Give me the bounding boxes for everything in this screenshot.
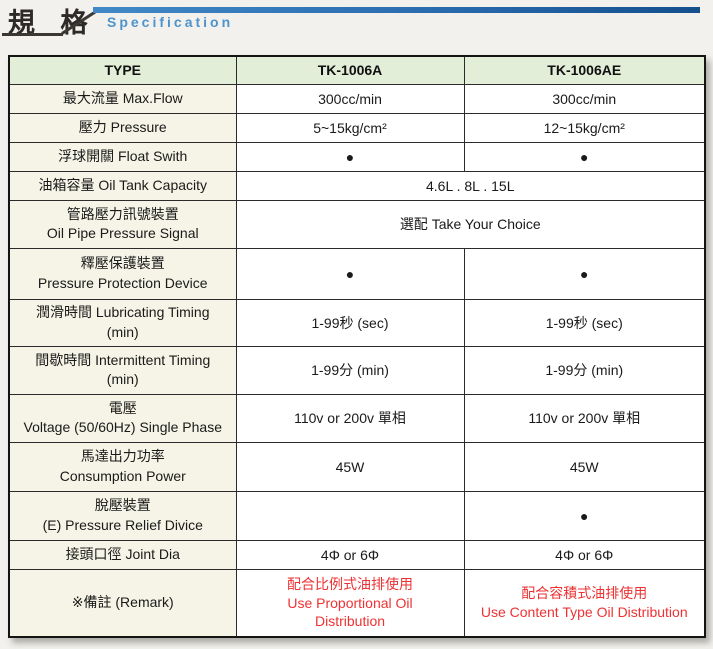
row-label-line1: 釋壓保護裝置 [80,255,165,272]
row-label: 浮球開關 Float Swith [8,141,237,172]
remark-b: 配合容積式油排使用 Use Content Type Oil Distribut… [463,568,706,638]
header-model-b: TK-1006AE [463,55,706,85]
table-row-lubricating-timing: 潤滑時間 Lubricating Timing (min) 1-99秒 (sec… [8,298,706,347]
header-model-a: TK-1006A [235,55,465,85]
row-label-line1: 馬達出力功率 [80,448,165,465]
value-b: 45W [463,441,706,492]
table-header-row: TYPE TK-1006A TK-1006AE [8,55,706,85]
bullet-marker: ● [463,490,706,541]
empty-cell [235,490,465,541]
bullet-marker: ● [235,247,465,300]
header-type: TYPE [8,55,237,85]
row-label-line1: 間歇時間 Intermittent Timing [35,351,211,368]
row-label: 壓力 Pressure [8,112,237,143]
row-label-line1: 電壓 [108,399,137,416]
table-row-oil-tank: 油箱容量 Oil Tank Capacity 4.6L . 8L . 15L [8,170,706,201]
table-row-voltage: 電壓 Voltage (50/60Hz) Single Phase 110v o… [8,393,706,443]
table-row-joint-dia: 接頭口徑 Joint Dia 4Φ or 6Φ 4Φ or 6Φ [8,539,706,570]
row-label: 油箱容量 Oil Tank Capacity [8,170,237,201]
value-b: 110v or 200v 單相 [463,393,706,443]
bullet-marker: ● [235,141,465,172]
row-label-line1: 脫壓裝置 [94,497,151,514]
remark-a-en: Use Proportional Oil Distribution [287,594,413,629]
page-subtitle: Specification [107,14,234,30]
value-b: 1-99秒 (sec) [463,298,706,347]
row-label: 馬達出力功率 Consumption Power [8,441,237,492]
table-row-max-flow: 最大流量 Max.Flow 300cc/min 300cc/min [8,83,706,114]
row-label: 最大流量 Max.Flow [8,83,237,114]
row-label-line2: Oil Pipe Pressure Signal [46,225,199,241]
row-label: 釋壓保護裝置 Pressure Protection Device [8,247,237,300]
value-a: 5~15kg/cm² [235,112,465,143]
bullet-marker: ● [463,247,706,300]
table-row-pressure: 壓力 Pressure 5~15kg/cm² 12~15kg/cm² [8,112,706,143]
row-label: 電壓 Voltage (50/60Hz) Single Phase [8,393,237,443]
row-label-line1: 管路壓力訊號裝置 [66,205,179,222]
table-row-remark: ※備註 (Remark) 配合比例式油排使用 Use Proportional … [8,568,706,638]
row-label-line2: Consumption Power [59,467,186,484]
row-label-line2: (min) [106,371,139,387]
value-a: 4Φ or 6Φ [235,539,465,570]
value-span: 選配 Take Your Choice [235,199,706,249]
value-b: 4Φ or 6Φ [463,539,706,570]
page-header: 規 格 Specification [0,0,713,52]
table-row-pressure-relief: 脫壓裝置 (E) Pressure Relief Divice ● [8,490,706,541]
value-a: 300cc/min [235,83,465,114]
table-row-pressure-protection: 釋壓保護裝置 Pressure Protection Device ● ● [8,247,706,300]
value-a: 1-99秒 (sec) [235,298,465,347]
spec-table: TYPE TK-1006A TK-1006AE 最大流量 Max.Flow 30… [8,55,706,638]
remark-b-en: Use Content Type Oil Distribution [480,603,688,620]
row-label: 接頭口徑 Joint Dia [8,539,237,570]
value-a: 1-99分 (min) [235,345,465,395]
row-label: 間歇時間 Intermittent Timing (min) [8,345,237,395]
value-a: 45W [235,441,465,492]
remark-b-cjk: 配合容積式油排使用 [521,585,648,602]
table-row-float-switch: 浮球開關 Float Swith ● ● [8,141,706,172]
value-b: 300cc/min [463,83,706,114]
value-b: 1-99分 (min) [463,345,706,395]
row-label-line2: Pressure Protection Device [37,274,208,291]
row-label: 管路壓力訊號裝置 Oil Pipe Pressure Signal [8,199,237,249]
row-label-line2: Voltage (50/60Hz) Single Phase [23,419,222,435]
row-label: ※備註 (Remark) [8,568,237,638]
remark-a: 配合比例式油排使用 Use Proportional Oil Distribut… [235,568,465,638]
value-span: 4.6L . 8L . 15L [235,170,706,201]
table-row-pipe-signal: 管路壓力訊號裝置 Oil Pipe Pressure Signal 選配 Tak… [8,199,706,249]
row-label-line2: (E) Pressure Relief Divice [42,516,203,533]
value-b: 12~15kg/cm² [463,112,706,143]
value-a: 110v or 200v 單相 [235,393,465,443]
row-label: 潤滑時間 Lubricating Timing (min) [8,298,237,347]
table-row-intermittent-timing: 間歇時間 Intermittent Timing (min) 1-99分 (mi… [8,345,706,395]
bullet-marker: ● [463,141,706,172]
remark-a-cjk: 配合比例式油排使用 [287,576,413,593]
table-row-consumption-power: 馬達出力功率 Consumption Power 45W 45W [8,441,706,492]
accent-bar [93,7,700,13]
row-label: 脫壓裝置 (E) Pressure Relief Divice [8,490,237,541]
title-underline [2,33,63,36]
row-label-line1: 潤滑時間 Lubricating Timing [35,304,210,321]
row-label-line2: (min) [106,323,139,340]
